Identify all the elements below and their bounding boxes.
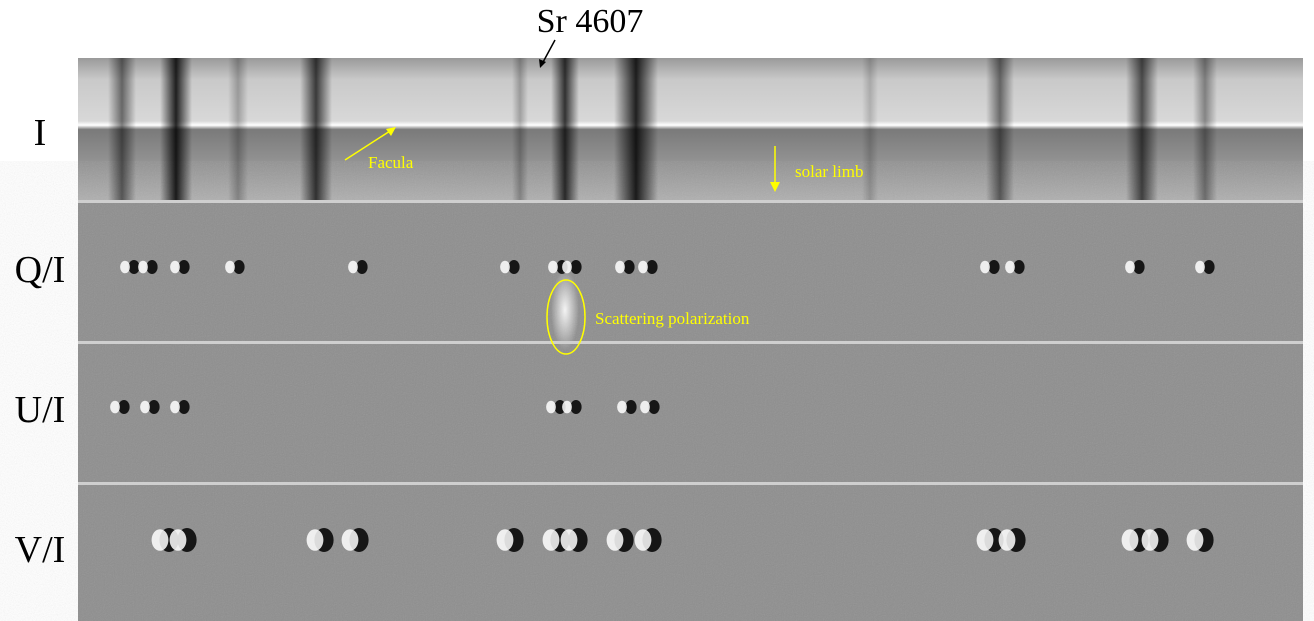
annotation: solar limb <box>795 162 863 181</box>
bright-feature <box>140 401 150 414</box>
bright-feature <box>607 529 624 551</box>
annotation: Facula <box>368 153 414 172</box>
absorption-line <box>986 58 1014 201</box>
absorption-line <box>512 58 528 201</box>
bright-feature <box>170 529 187 551</box>
bright-feature <box>617 401 627 414</box>
separator <box>78 482 1303 485</box>
bright-feature <box>307 529 324 551</box>
separator <box>78 200 1303 203</box>
absorption-line <box>228 58 248 201</box>
bright-feature <box>110 401 120 414</box>
bright-feature <box>562 401 572 414</box>
panel-label: I <box>34 112 47 154</box>
dark-feature <box>178 400 189 414</box>
dark-feature <box>128 260 139 274</box>
bright-feature <box>980 261 990 274</box>
dark-feature <box>178 260 189 274</box>
dark-feature <box>570 400 581 414</box>
absorption-line <box>862 58 878 201</box>
dark-feature <box>570 260 581 274</box>
absorption-line <box>614 58 658 201</box>
absorption-line <box>551 58 579 201</box>
absorption-line <box>300 58 332 201</box>
bright-feature <box>497 529 514 551</box>
bright-feature <box>615 261 625 274</box>
dark-feature <box>1203 260 1214 274</box>
separator <box>78 341 1303 344</box>
bright-feature <box>1142 529 1159 551</box>
line-title: Sr 4607 <box>537 3 644 40</box>
bright-feature <box>1125 261 1135 274</box>
absorption-line <box>1126 58 1158 201</box>
bright-feature <box>999 529 1016 551</box>
bright-feature <box>1122 529 1139 551</box>
noise <box>78 203 1303 621</box>
figure: Sr 4607 I Q/I U/I V/I Facula solar limb … <box>0 0 1314 621</box>
bright-feature <box>342 529 359 551</box>
dark-feature <box>1133 260 1144 274</box>
panel-label: V/I <box>15 529 66 571</box>
panels <box>78 58 1303 621</box>
bright-feature <box>638 261 648 274</box>
panel-label: U/I <box>15 389 66 431</box>
bright-feature <box>1187 529 1204 551</box>
dark-feature <box>233 260 244 274</box>
bright-feature <box>170 261 180 274</box>
bright-feature <box>543 529 560 551</box>
bright-feature <box>1005 261 1015 274</box>
absorption-line <box>1193 58 1217 201</box>
bright-feature <box>561 529 578 551</box>
dark-feature <box>356 260 367 274</box>
bright-feature <box>1195 261 1205 274</box>
dark-feature <box>648 400 659 414</box>
bright-feature <box>977 529 994 551</box>
panel-label: Q/I <box>15 249 66 291</box>
dark-feature <box>118 400 129 414</box>
bright-feature <box>225 261 235 274</box>
dark-feature <box>646 260 657 274</box>
annotation: Scattering polarization <box>595 309 750 328</box>
dark-feature <box>988 260 999 274</box>
bright-feature <box>120 261 130 274</box>
bright-feature <box>640 401 650 414</box>
scattering-signal <box>551 270 579 350</box>
dark-feature <box>146 260 157 274</box>
bright-feature <box>348 261 358 274</box>
absorption-line <box>108 58 136 201</box>
bright-feature <box>138 261 148 274</box>
bright-feature <box>635 529 652 551</box>
bright-feature <box>500 261 510 274</box>
bright-feature <box>546 401 556 414</box>
bright-feature <box>170 401 180 414</box>
dark-feature <box>1013 260 1024 274</box>
dark-feature <box>623 260 634 274</box>
dark-feature <box>148 400 159 414</box>
absorption-line <box>160 58 192 201</box>
dark-feature <box>625 400 636 414</box>
bright-feature <box>548 261 558 274</box>
dark-feature <box>508 260 519 274</box>
bright-feature <box>152 529 169 551</box>
intensity-panel <box>78 58 1303 201</box>
